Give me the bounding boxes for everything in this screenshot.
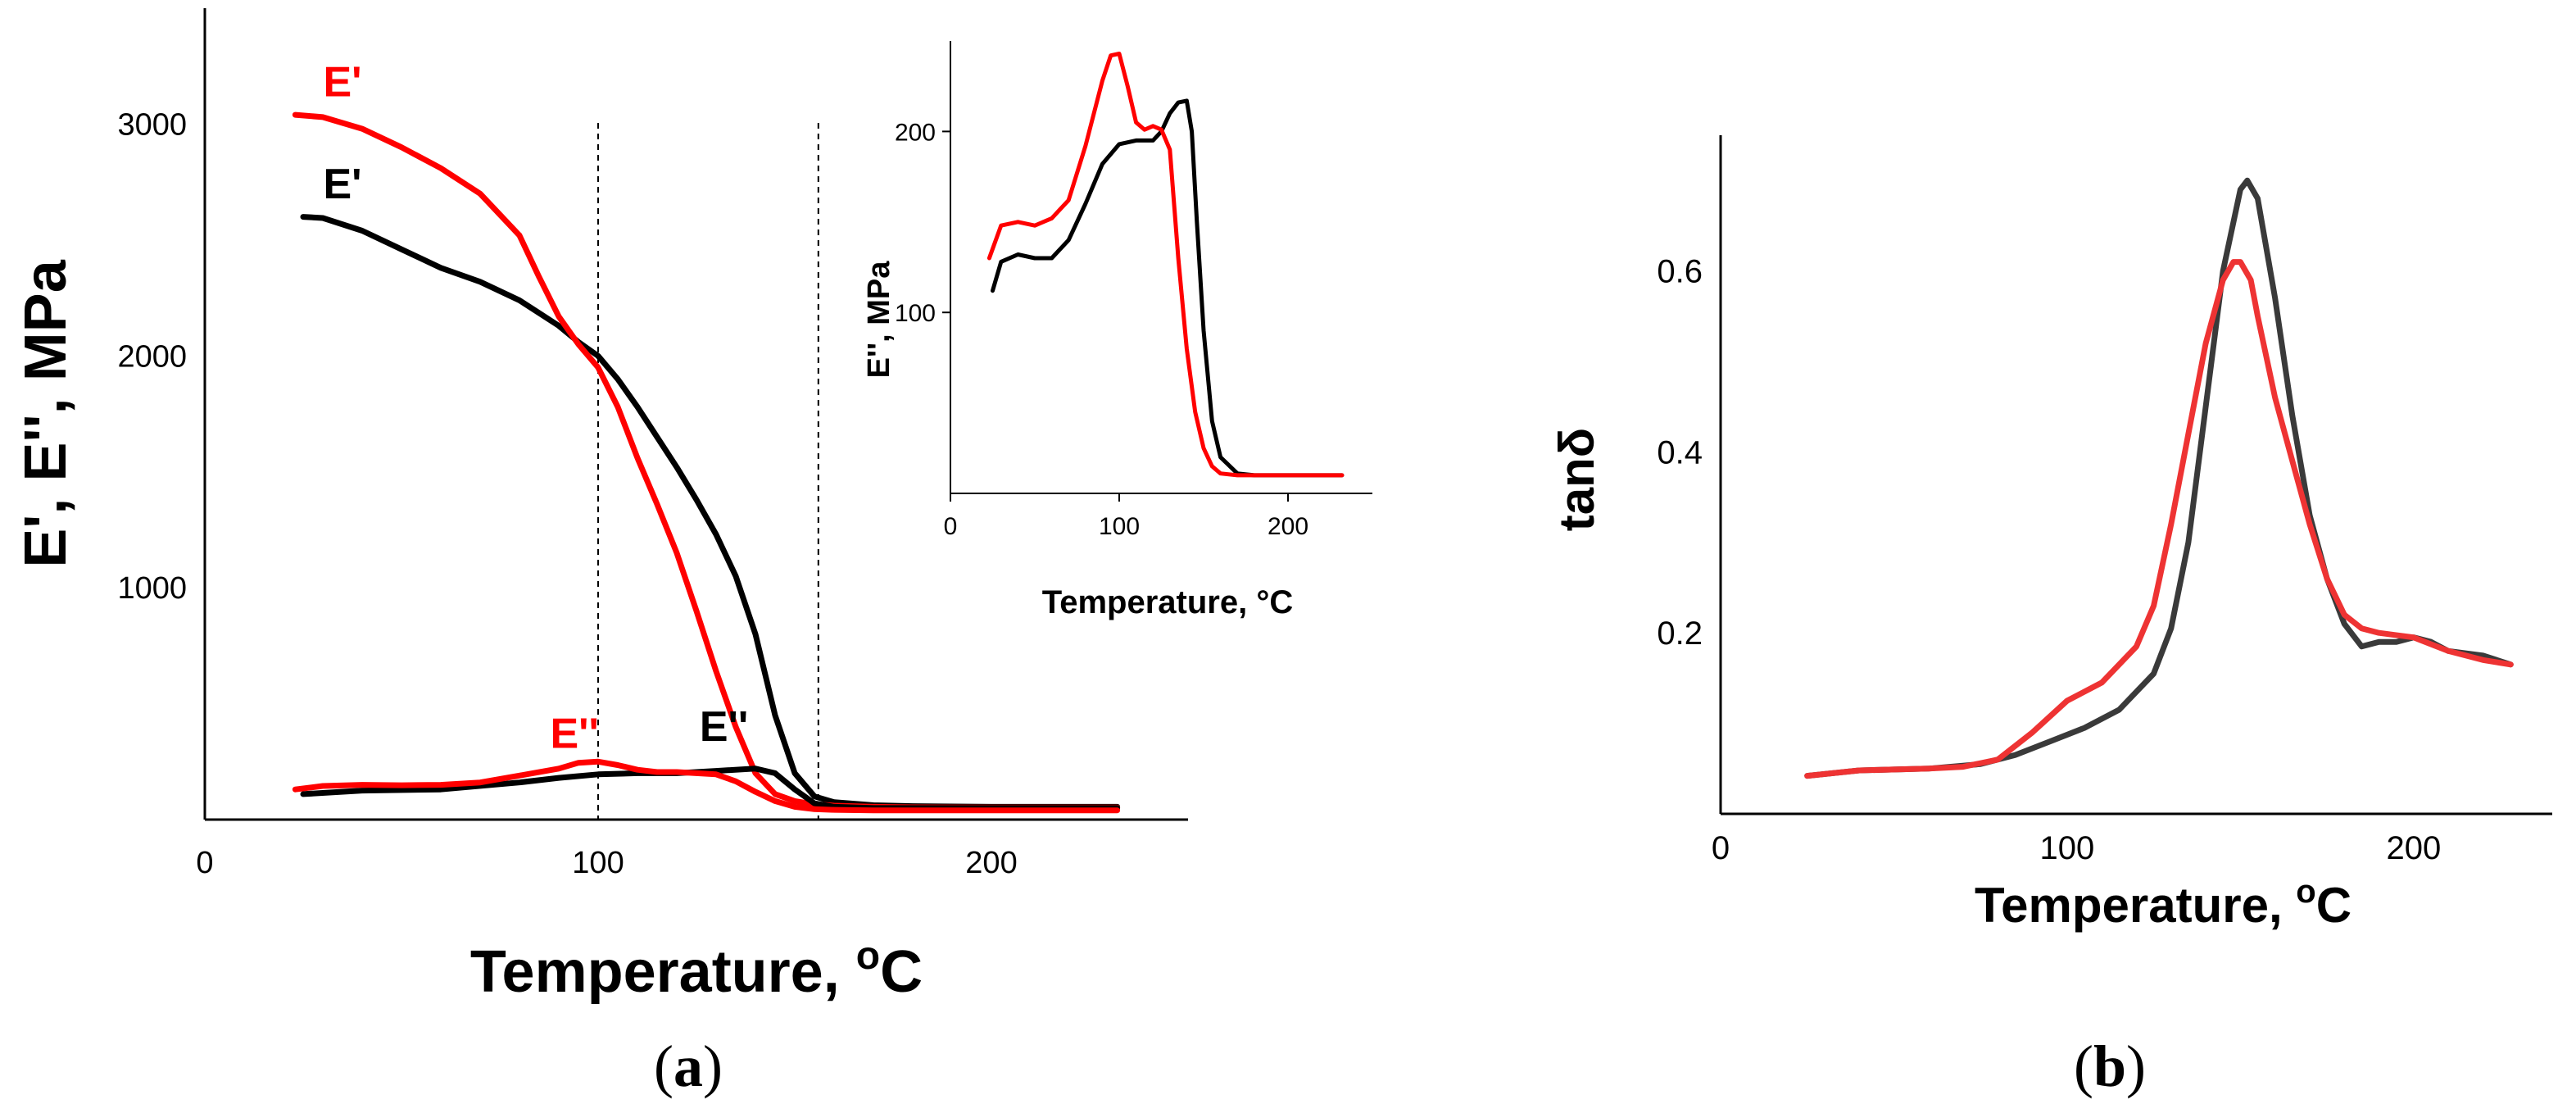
inset-axis-ticks: 0 100 200 100 200 (895, 119, 1308, 540)
panel-b: 0 100 200 0.2 0.4 0.6 tanδ Temperature, oC (b… (1549, 135, 2552, 1099)
series-group (292, 111, 1121, 814)
x-tick-label: 0 (1712, 830, 1730, 866)
inset-y-axis-title: E'', MPa (862, 261, 896, 379)
y-tick-label: 1000 (117, 571, 187, 606)
x-tick-label: 200 (2386, 830, 2441, 866)
curve-annotations: E' E' E'' E'' (323, 58, 748, 757)
y-tick-label: 200 (895, 119, 936, 146)
y-axis-title-b: tanδ (1549, 428, 1604, 531)
panel-label-b: (b) (2074, 1034, 2146, 1099)
y-tick-label: 0.2 (1657, 616, 1703, 652)
a-main-series-0 (300, 214, 1121, 810)
b-series-0 (1804, 177, 2514, 779)
inset-series-0 (991, 98, 1345, 478)
axis-ticks-b: 0 100 200 0.2 0.4 0.6 (1657, 254, 2441, 866)
x-tick-label: 200 (1268, 513, 1308, 540)
x-axis-title-degree: o (856, 934, 880, 978)
b-series-1 (1804, 259, 2514, 779)
a-main-series-3 (292, 758, 1121, 814)
reference-lines (597, 123, 819, 820)
x-tick-label: 100 (2040, 830, 2095, 866)
x-tick-label: 0 (196, 846, 213, 880)
curve-label: E'' (700, 703, 748, 751)
x-axis-title-main: Temperature, (470, 939, 856, 1005)
y-tick-label: 0.4 (1657, 434, 1703, 470)
y-tick-label: 3000 (117, 107, 187, 142)
inset-x-axis-title: Temperature, °C (1042, 584, 1293, 620)
x-tick-label: 100 (1099, 513, 1140, 540)
inset-series-group (986, 52, 1345, 478)
x-tick-label: 0 (944, 513, 958, 540)
panel-a-inset: 0 100 200 100 200 E'', MPa Temperature, °C (862, 41, 1372, 620)
x-tick-label: 100 (572, 846, 624, 880)
inset-series-1 (986, 52, 1345, 478)
curve-label: E' (323, 58, 361, 106)
x-axis-title-b: Temperature, oC (1975, 874, 2352, 933)
x-axis-title-unit: C (880, 939, 923, 1005)
curve-label: E'' (550, 710, 598, 757)
x-tick-label: 200 (965, 846, 1017, 880)
x-axis-title: Temperature, oC (470, 934, 923, 1005)
y-tick-label: 2000 (117, 339, 187, 374)
curve-label: E' (323, 161, 361, 208)
y-tick-label: 0.6 (1657, 254, 1703, 290)
panel-label-a: (a) (654, 1034, 723, 1099)
series-group-b (1804, 177, 2514, 779)
y-tick-label: 100 (895, 300, 936, 327)
y-axis-title: E', E'', MPa (13, 259, 79, 567)
